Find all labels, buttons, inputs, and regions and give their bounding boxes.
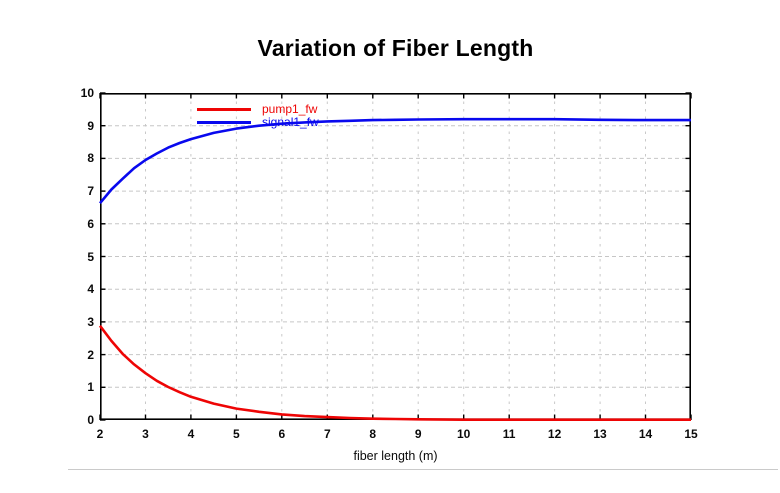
x-axis-title: fiber length (m): [353, 449, 438, 463]
panel-separator-line: [68, 469, 778, 470]
legend-item-pump1_fw: pump1_fw: [197, 103, 319, 116]
y-tick-label: 2: [87, 347, 94, 362]
y-tick-label: 6: [87, 216, 94, 231]
x-tick-label: 14: [638, 427, 653, 441]
x-tick-label: 5: [233, 427, 240, 441]
legend: pump1_fw signal1_fw: [197, 103, 319, 129]
curve-signal1_fw: [99, 117, 691, 205]
y-tick-label: 7: [87, 184, 94, 199]
y-tick-label: 1: [87, 380, 94, 395]
x-tick-label: 11: [502, 427, 516, 441]
curve-pump1_fw: [98, 325, 691, 422]
y-tick-label: 10: [80, 86, 94, 100]
plot-canvas: [98, 92, 692, 422]
legend-label: pump1_fw: [262, 102, 318, 116]
y-tick-label: 8: [87, 151, 94, 166]
plot-area: pump1_fw signal1_fw: [98, 92, 692, 422]
y-tick-label: 9: [87, 118, 94, 133]
y-tick-label: 4: [87, 282, 94, 297]
x-tick-label: 9: [414, 427, 422, 441]
x-tick-label: 12: [547, 427, 562, 441]
x-tick-label: 10: [457, 427, 471, 441]
x-tick-label: 3: [142, 427, 149, 441]
legend-label: signal1_fw: [262, 115, 319, 129]
legend-item-signal1_fw: signal1_fw: [197, 116, 319, 129]
x-tick-label: 13: [593, 427, 607, 441]
x-tick-label: 7: [323, 427, 331, 441]
chart-title: Variation of Fiber Length: [257, 35, 534, 61]
x-tick-label: 8: [369, 427, 377, 441]
x-tick-label: 15: [684, 427, 698, 441]
x-tick-label: 6: [278, 427, 286, 441]
legend-line-swatch: [197, 121, 251, 124]
x-tick-label: 2: [96, 427, 104, 441]
x-tick-label: 4: [187, 427, 195, 441]
y-tick-label: 0: [87, 413, 94, 427]
legend-line-swatch: [197, 108, 251, 111]
y-tick-label: 3: [87, 314, 94, 329]
y-tick-label: 5: [87, 249, 94, 264]
